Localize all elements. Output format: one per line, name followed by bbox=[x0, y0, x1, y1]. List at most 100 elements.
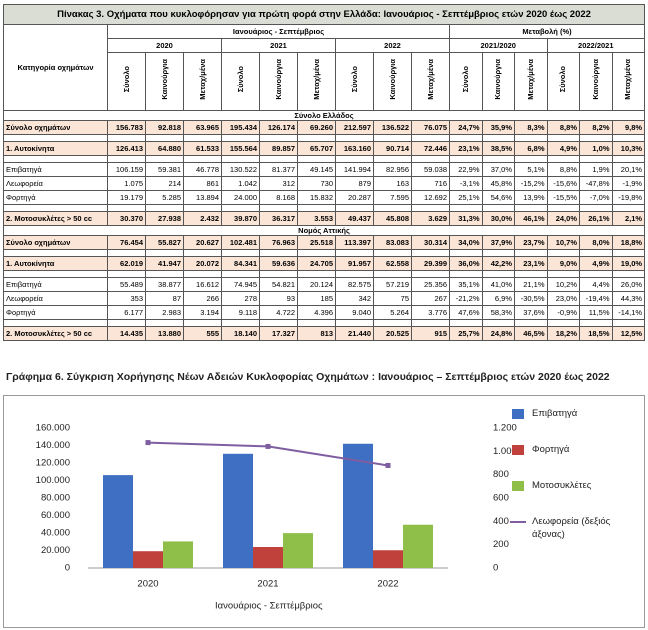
value-cell: 36.317 bbox=[259, 211, 298, 226]
empty-cell bbox=[481, 204, 515, 212]
empty-cell bbox=[546, 270, 580, 278]
value-cell: 75 bbox=[373, 291, 412, 306]
value-cell: 24,7% bbox=[449, 120, 483, 135]
value-cell: 25,1% bbox=[449, 190, 483, 205]
y-tick-label: 100.000 bbox=[36, 475, 70, 486]
value-cell: 3.629 bbox=[411, 211, 450, 226]
row-label: Σύνολο οχημάτων bbox=[3, 120, 108, 135]
value-cell: 76.963 bbox=[259, 235, 298, 250]
value-cell: 730 bbox=[297, 176, 336, 191]
empty-cell bbox=[335, 270, 374, 278]
y-tick-label: 60.000 bbox=[41, 510, 70, 521]
column-header: Καινούργια bbox=[373, 52, 412, 111]
value-cell: 278 bbox=[221, 291, 260, 306]
empty-cell bbox=[297, 155, 336, 163]
empty-cell bbox=[335, 134, 374, 142]
value-cell: 3.194 bbox=[183, 305, 222, 320]
empty-cell bbox=[373, 270, 412, 278]
value-cell: -19,4% bbox=[579, 291, 613, 306]
legend-item: Μοτοσυκλέτες bbox=[532, 480, 591, 491]
value-cell: 42,2% bbox=[481, 256, 515, 271]
spacer-row bbox=[3, 134, 646, 142]
bar bbox=[223, 453, 253, 568]
value-cell: 25,7% bbox=[449, 326, 483, 341]
empty-cell bbox=[335, 204, 374, 212]
bar bbox=[403, 524, 433, 568]
value-cell: 9.118 bbox=[221, 305, 260, 320]
value-cell: 16.612 bbox=[183, 277, 222, 292]
value-cell: 156.783 bbox=[107, 120, 146, 135]
empty-cell bbox=[107, 249, 146, 257]
empty-cell bbox=[546, 134, 580, 142]
value-cell: 89.857 bbox=[259, 141, 298, 156]
data-row: Σύνολο οχημάτων 156.783 92.818 63.965 195.43… bbox=[3, 120, 646, 135]
empty-cell bbox=[183, 134, 222, 142]
value-cell: 555 bbox=[183, 326, 222, 341]
value-cell: 12,5% bbox=[611, 326, 646, 341]
data-row: Λεωφορεία 353 87 266 278 93 185 342 75 267 -21,2% 6… bbox=[3, 291, 646, 306]
empty-cell bbox=[546, 249, 580, 257]
value-cell: 23,1% bbox=[449, 141, 483, 156]
y2-tick-label: 600 bbox=[493, 493, 509, 504]
value-cell: 8,3% bbox=[514, 120, 548, 135]
empty-cell bbox=[183, 319, 222, 327]
value-cell: 23,1% bbox=[514, 256, 548, 271]
value-cell: -15,6% bbox=[546, 176, 580, 191]
value-cell: 20.072 bbox=[183, 256, 222, 271]
empty-cell bbox=[297, 249, 336, 257]
value-cell: -7,0% bbox=[579, 190, 613, 205]
value-cell: 91.957 bbox=[335, 256, 374, 271]
data-row: Επιβατηγά 55.489 38.877 16.612 74.945 54.821 2… bbox=[3, 277, 646, 292]
value-cell: 26,1% bbox=[579, 211, 613, 226]
empty-cell bbox=[611, 134, 646, 142]
value-cell: 61.533 bbox=[183, 141, 222, 156]
value-cell: 20.525 bbox=[373, 326, 412, 341]
data-row: 2. Μοτοσυκλέτες > 50 cc 14.435 13.880 555 18… bbox=[3, 326, 646, 341]
value-cell: 13.894 bbox=[183, 190, 222, 205]
bar bbox=[133, 551, 163, 568]
line-marker bbox=[145, 440, 151, 446]
change-header: Μεταβολή (%) bbox=[448, 24, 646, 39]
value-cell: -14,1% bbox=[611, 305, 646, 320]
value-cell: 8.168 bbox=[259, 190, 298, 205]
y-tick-label: 0 bbox=[65, 563, 70, 574]
row-label: Φορτηγά bbox=[3, 305, 108, 320]
value-cell: 130.522 bbox=[221, 162, 260, 177]
value-cell: 20.287 bbox=[335, 190, 374, 205]
line-marker bbox=[385, 462, 391, 468]
empty-cell bbox=[449, 249, 483, 257]
empty-cell bbox=[373, 319, 412, 327]
row-label: Λεωφορεία bbox=[3, 176, 108, 191]
value-cell: 113.397 bbox=[335, 235, 374, 250]
empty-cell bbox=[183, 155, 222, 163]
rotated-header: Καινούργια bbox=[387, 59, 397, 100]
value-cell: 13.880 bbox=[145, 326, 184, 341]
value-cell: 74.945 bbox=[221, 277, 260, 292]
row-label: Φορτηγά bbox=[3, 190, 108, 205]
value-cell: 716 bbox=[411, 176, 450, 191]
empty-cell bbox=[107, 319, 146, 327]
year-header: 2022 bbox=[335, 38, 450, 53]
rotated-header: Καινούργια bbox=[493, 59, 503, 100]
value-cell: 38,5% bbox=[481, 141, 515, 156]
value-cell: 20,1% bbox=[611, 162, 646, 177]
empty-cell bbox=[259, 249, 298, 257]
value-cell: 72.446 bbox=[411, 141, 450, 156]
value-cell: 6,9% bbox=[481, 291, 515, 306]
value-cell: 2.432 bbox=[183, 211, 222, 226]
year-header: 2020 bbox=[107, 38, 222, 53]
table-title: Πίνακας 3. Οχήματα που κυκλοφόρησαν για … bbox=[2, 4, 646, 25]
legend-label: Επιβατηγά bbox=[532, 408, 578, 419]
value-cell: 4,9% bbox=[579, 256, 613, 271]
column-header: Σύνολο bbox=[449, 52, 483, 111]
legend-swatch bbox=[512, 445, 524, 455]
value-cell: 267 bbox=[411, 291, 450, 306]
value-cell: 17.327 bbox=[259, 326, 298, 341]
value-cell: 7.595 bbox=[373, 190, 412, 205]
value-cell: 82.956 bbox=[373, 162, 412, 177]
empty-cell bbox=[449, 155, 483, 163]
empty-cell bbox=[297, 319, 336, 327]
value-cell: 55.489 bbox=[107, 277, 146, 292]
value-cell: 19,0% bbox=[611, 256, 646, 271]
